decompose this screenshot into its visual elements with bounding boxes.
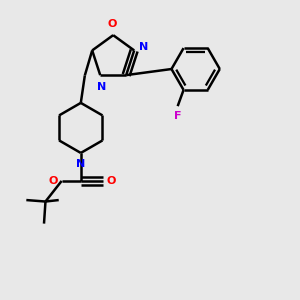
Text: O: O [106, 176, 116, 186]
Text: O: O [49, 176, 58, 186]
Text: N: N [97, 82, 106, 92]
Text: O: O [107, 19, 116, 29]
Text: N: N [140, 43, 149, 52]
Text: N: N [76, 159, 86, 169]
Text: F: F [174, 111, 182, 122]
